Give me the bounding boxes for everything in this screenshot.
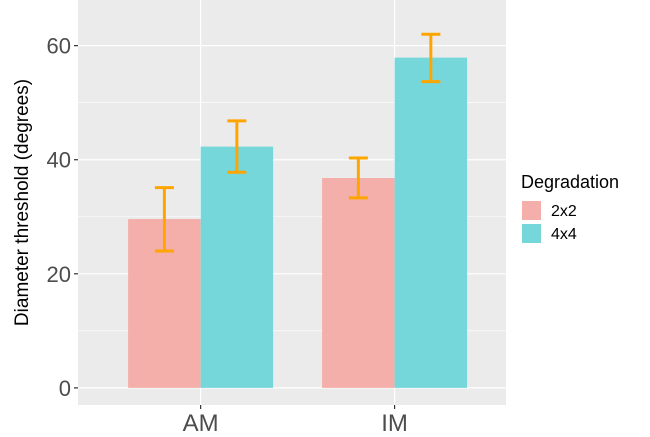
bar-im-4x4 — [394, 57, 468, 388]
legend-key-4x4 — [522, 224, 541, 243]
x-tick-label: IM — [381, 410, 408, 437]
y-tick-label: 40 — [47, 148, 71, 173]
x-axis-ticks: AM IM — [183, 405, 408, 437]
legend-title: Degradation — [521, 172, 619, 192]
legend-label-4x4: 4x4 — [551, 226, 577, 243]
y-axis-ticks: 0 20 40 60 — [47, 34, 78, 401]
legend: Degradation 2x2 4x4 — [521, 172, 619, 243]
bar-im-2x2 — [322, 177, 395, 388]
bars — [128, 57, 468, 388]
legend-key-2x2 — [522, 201, 541, 220]
y-tick-label: 60 — [47, 34, 71, 59]
bar-am-4x4 — [200, 146, 274, 388]
legend-label-2x2: 2x2 — [551, 203, 577, 220]
x-tick-label: AM — [183, 410, 219, 437]
y-axis-title: Diameter threshold (degrees) — [12, 79, 33, 326]
y-tick-label: 0 — [59, 376, 71, 401]
y-tick-label: 20 — [47, 262, 71, 287]
error-bars — [154, 32, 441, 253]
